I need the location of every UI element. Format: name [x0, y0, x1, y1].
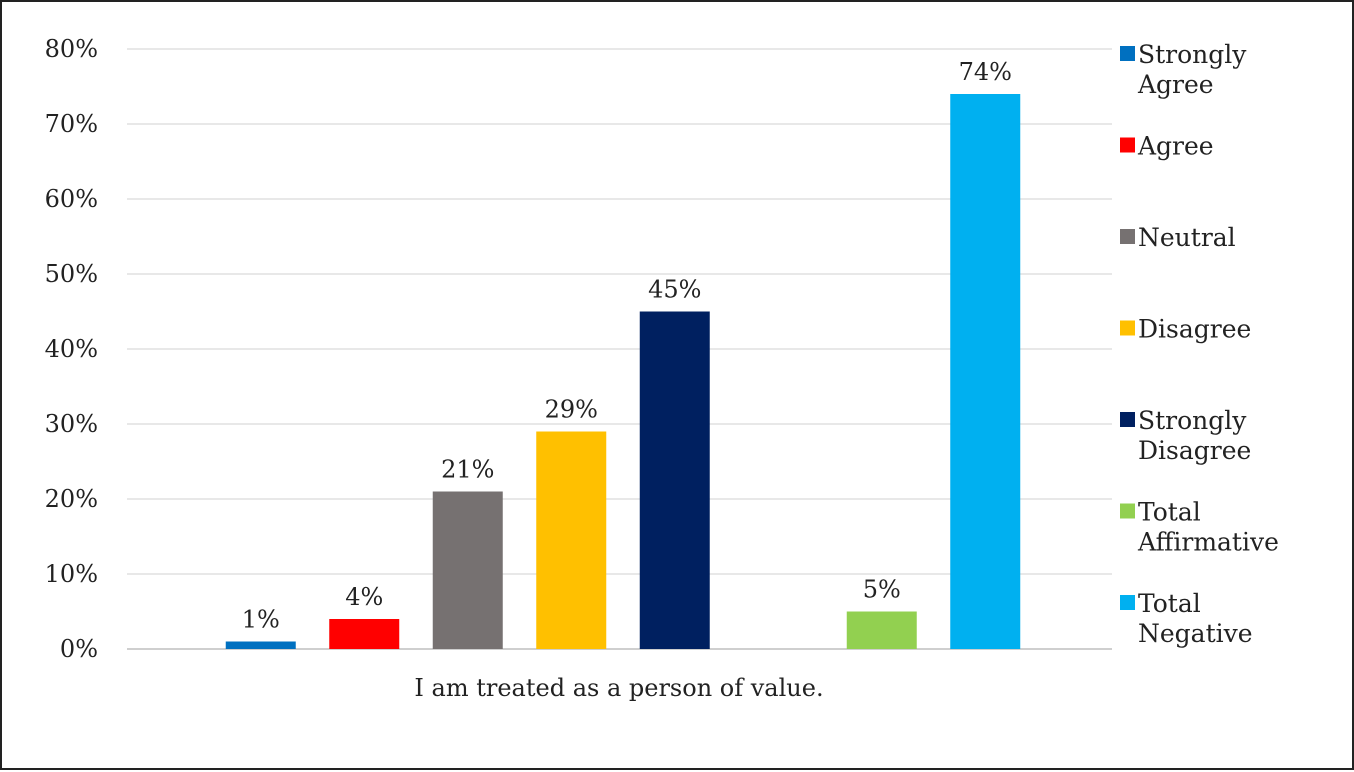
- legend-swatch: [1120, 412, 1135, 427]
- bar-total-affirmative: [846, 611, 917, 649]
- y-tick-label: 0%: [60, 635, 98, 663]
- data-label: 74%: [959, 58, 1012, 86]
- legend-swatch: [1120, 46, 1135, 61]
- legend-swatch: [1120, 503, 1135, 519]
- y-tick-label: 10%: [45, 560, 98, 588]
- legend-swatch: [1120, 229, 1135, 244]
- y-tick-label: 40%: [45, 335, 98, 363]
- legend-label: Strongly Agree: [1137, 40, 1247, 99]
- bar-disagree: [536, 431, 607, 649]
- y-tick-label: 60%: [45, 185, 98, 213]
- legend-swatch: [1120, 595, 1135, 610]
- legend: Strongly Agree Agree Neutral Disagree Strongl…: [1120, 40, 1279, 648]
- legend-swatch: [1120, 137, 1135, 153]
- data-label: 5%: [863, 576, 901, 604]
- legend-label: Total Negative: [1138, 589, 1253, 648]
- y-tick-label: 50%: [45, 260, 98, 288]
- y-tick-label: 80%: [45, 35, 98, 63]
- data-label: 1%: [242, 606, 280, 634]
- data-label: 45%: [648, 276, 701, 304]
- data-label: 21%: [441, 456, 494, 484]
- data-label: 29%: [545, 396, 598, 424]
- bar-strongly-disagree: [639, 311, 710, 649]
- gridlines: [127, 48, 1112, 650]
- y-tick-label: 30%: [45, 410, 98, 438]
- legend-swatch: [1120, 320, 1135, 336]
- bar-strongly-agree: [225, 641, 296, 649]
- legend-label: Agree: [1137, 132, 1214, 161]
- x-category-label: I am treated as a person of value.: [414, 674, 823, 702]
- y-tick-label: 70%: [45, 110, 98, 138]
- legend-label: Strongly Disagree: [1138, 406, 1251, 465]
- data-label: 4%: [345, 583, 383, 611]
- data-labels: 1% 4% 21% 29% 45% 5% 74%: [242, 58, 1012, 634]
- bars: [225, 94, 1021, 649]
- y-tick-label: 20%: [45, 485, 98, 513]
- y-axis-tick-labels: 0% 10% 20% 30% 40% 50% 60% 70% 80%: [45, 35, 98, 663]
- legend-label: Total Affirmative: [1137, 498, 1279, 557]
- bar-total-negative: [950, 94, 1021, 649]
- bar-agree: [329, 619, 400, 649]
- bar-neutral: [432, 491, 503, 649]
- legend-label: Disagree: [1138, 315, 1251, 344]
- legend-label: Neutral: [1138, 223, 1236, 252]
